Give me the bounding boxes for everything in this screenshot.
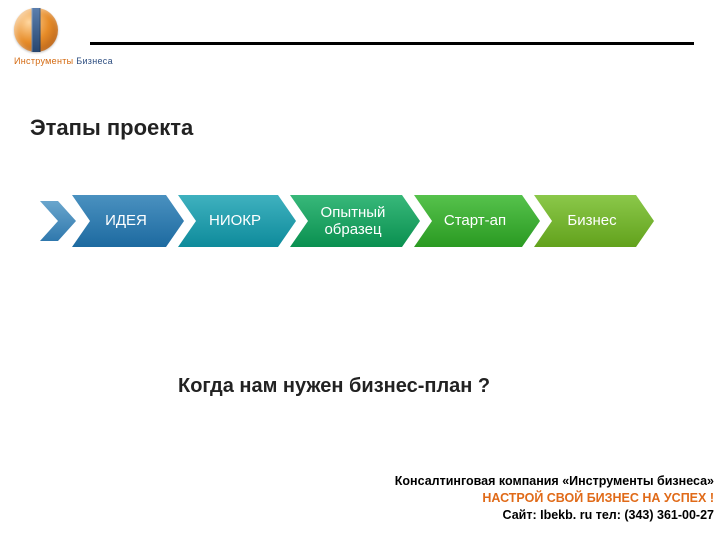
footer-slogan: НАСТРОЙ СВОЙ БИЗНЕС НА УСПЕХ ! (395, 490, 714, 507)
footer-company: Консалтинговая компания «Инструменты биз… (395, 473, 714, 490)
brand-logo: Инструменты Бизнеса (14, 8, 113, 66)
brand-logo-text: Инструменты Бизнеса (14, 56, 113, 66)
footer-block: Консалтинговая компания «Инструменты биз… (395, 473, 714, 524)
stage-label: Опытный образец (290, 195, 420, 247)
footer-contact: Сайт: Ibekb. ru тел: (343) 361-00-27 (395, 507, 714, 524)
question-heading: Когда нам нужен бизнес-план ? (178, 375, 490, 398)
brand-logo-mark (14, 8, 58, 52)
stage-label: НИОКР (178, 195, 296, 247)
footer-site-label: Сайт: (503, 508, 541, 522)
footer-phone-label: тел: (592, 508, 624, 522)
brand-word-1: Инструменты (14, 56, 73, 66)
stage-chevron: Бизнес (534, 195, 654, 247)
brand-logo-band (32, 8, 41, 52)
stage-chevron: Опытный образец (290, 195, 420, 247)
stage-chevron: ИДЕЯ (72, 195, 184, 247)
stage-label: Старт-ап (414, 195, 540, 247)
header-divider (90, 42, 694, 45)
stage-chevron: Старт-ап (414, 195, 540, 247)
footer-site: Ibekb. ru (540, 508, 592, 522)
stage-label: Бизнес (534, 195, 654, 247)
brand-word-2: Бизнеса (76, 56, 113, 66)
page-title: Этапы проекта (30, 115, 193, 141)
stage-label: ИДЕЯ (72, 195, 184, 247)
stage-chevron: НИОКР (178, 195, 296, 247)
footer-phone: (343) 361-00-27 (624, 508, 714, 522)
stages-flow: ИДЕЯНИОКРОпытный образецСтарт-апБизнес (40, 195, 648, 247)
